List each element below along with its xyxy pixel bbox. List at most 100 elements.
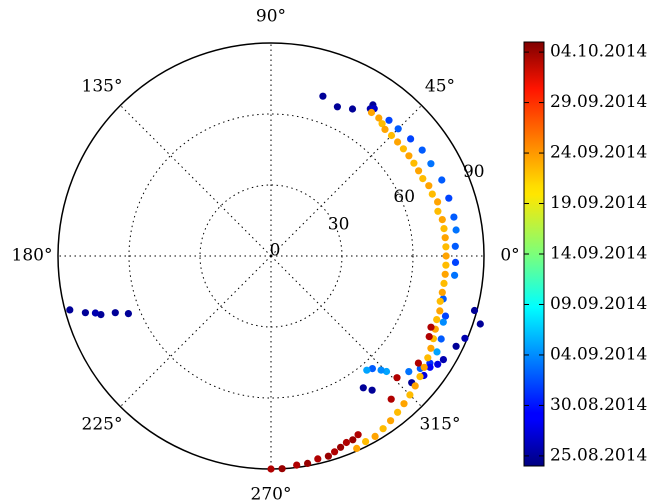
data-point-41 bbox=[382, 367, 391, 376]
data-point-40 bbox=[405, 368, 413, 376]
data-point-70 bbox=[438, 288, 446, 296]
data-point-6 bbox=[319, 92, 327, 100]
data-point-23 bbox=[451, 271, 459, 279]
data-point-27 bbox=[437, 335, 445, 343]
data-point-48 bbox=[375, 114, 383, 122]
data-point-2 bbox=[97, 311, 105, 319]
colorbar-tick-label-5: 19.09.2014 bbox=[550, 193, 647, 213]
data-point-1 bbox=[81, 309, 89, 317]
data-point-59 bbox=[428, 190, 436, 198]
data-point-91 bbox=[414, 359, 422, 367]
data-point-98 bbox=[331, 448, 339, 456]
data-point-38 bbox=[426, 363, 434, 371]
data-point-71 bbox=[436, 297, 444, 305]
data-points bbox=[66, 92, 484, 473]
data-point-76 bbox=[427, 344, 435, 352]
data-point-69 bbox=[440, 279, 448, 287]
theta-gridline-45 bbox=[270, 105, 422, 257]
data-point-62 bbox=[438, 216, 446, 224]
data-point-73 bbox=[433, 316, 441, 324]
data-point-55 bbox=[410, 159, 418, 167]
data-point-64 bbox=[441, 234, 449, 242]
data-point-67 bbox=[442, 261, 450, 269]
theta-tick-label-0: 0° bbox=[500, 246, 519, 266]
colorbar-tick-label-7: 29.09.2014 bbox=[550, 92, 647, 112]
data-point-88 bbox=[353, 444, 361, 452]
data-point-16 bbox=[427, 160, 435, 168]
data-point-85 bbox=[379, 425, 387, 433]
data-point-102 bbox=[293, 461, 301, 469]
data-point-35 bbox=[452, 342, 460, 350]
data-point-17 bbox=[438, 176, 446, 184]
data-point-83 bbox=[394, 408, 402, 416]
data-point-68 bbox=[441, 270, 449, 278]
colorbar-tick-label-6: 24.09.2014 bbox=[550, 143, 647, 163]
data-point-20 bbox=[452, 226, 460, 234]
data-point-53 bbox=[399, 145, 407, 153]
data-point-65 bbox=[442, 243, 450, 251]
data-point-8 bbox=[348, 105, 357, 113]
colorbar-tick-label-4: 14.09.2014 bbox=[550, 244, 647, 264]
data-point-57 bbox=[419, 175, 427, 183]
theta-tick-label-270: 270° bbox=[251, 485, 292, 504]
r-tick-label-30: 30 bbox=[328, 214, 350, 234]
data-point-33 bbox=[476, 320, 484, 328]
data-point-5 bbox=[91, 309, 99, 317]
data-point-96 bbox=[342, 438, 350, 447]
data-point-63 bbox=[440, 225, 448, 233]
data-point-19 bbox=[450, 213, 458, 221]
theta-gridline-135 bbox=[120, 105, 272, 257]
data-point-52 bbox=[394, 138, 402, 146]
theta-tick-label-180: 180° bbox=[12, 246, 53, 266]
data-point-42 bbox=[377, 366, 385, 374]
data-point-90 bbox=[425, 333, 433, 341]
colorbar-tick-label-1: 30.08.2014 bbox=[550, 395, 647, 415]
data-point-26 bbox=[439, 318, 447, 326]
data-point-37 bbox=[434, 360, 442, 368]
theta-gridline-315 bbox=[270, 255, 422, 407]
data-point-100 bbox=[314, 455, 322, 463]
data-point-104 bbox=[267, 465, 275, 473]
data-point-45 bbox=[359, 384, 367, 392]
data-point-54 bbox=[405, 152, 413, 160]
data-point-84 bbox=[387, 417, 395, 425]
data-point-22 bbox=[451, 258, 460, 266]
data-point-25 bbox=[441, 312, 450, 320]
data-point-95 bbox=[349, 436, 357, 444]
data-point-0 bbox=[66, 306, 74, 314]
data-point-7 bbox=[333, 103, 341, 111]
data-point-81 bbox=[406, 391, 414, 399]
theta-tick-label-135: 135° bbox=[82, 77, 123, 97]
data-point-77 bbox=[424, 354, 432, 362]
axis-labels: 0° 45° 90° 135° 180° 225° 270° 315° 0 30 60 90 bbox=[12, 7, 520, 504]
data-point-97 bbox=[337, 443, 345, 451]
data-point-78 bbox=[420, 363, 428, 371]
data-point-92 bbox=[393, 374, 401, 382]
data-point-12 bbox=[385, 116, 393, 124]
data-point-82 bbox=[400, 400, 408, 408]
theta-tick-label-315: 315° bbox=[420, 415, 461, 435]
data-point-58 bbox=[425, 182, 433, 190]
data-point-87 bbox=[362, 438, 370, 446]
theta-gridline-225 bbox=[120, 255, 272, 407]
r-tick-label-90: 90 bbox=[463, 162, 485, 182]
data-point-60 bbox=[434, 198, 442, 206]
data-point-99 bbox=[324, 452, 332, 460]
data-point-49 bbox=[378, 120, 386, 128]
r-tick-label-60: 60 bbox=[393, 187, 415, 207]
data-point-34 bbox=[461, 334, 469, 342]
data-point-80 bbox=[411, 382, 419, 390]
data-point-15 bbox=[418, 146, 426, 154]
data-point-32 bbox=[470, 306, 479, 315]
colorbar-tick-label-8: 04.10.2014 bbox=[550, 42, 647, 62]
data-point-61 bbox=[434, 207, 442, 215]
data-point-18 bbox=[445, 194, 453, 202]
colorbar-tick-label-2: 04.09.2014 bbox=[550, 345, 647, 365]
data-point-4 bbox=[124, 310, 132, 318]
theta-tick-label-225: 225° bbox=[82, 415, 123, 435]
data-point-56 bbox=[415, 167, 423, 175]
data-point-94 bbox=[354, 431, 362, 439]
data-point-50 bbox=[381, 125, 389, 133]
data-point-89 bbox=[427, 323, 435, 331]
theta-tick-label-45: 45° bbox=[425, 77, 455, 97]
